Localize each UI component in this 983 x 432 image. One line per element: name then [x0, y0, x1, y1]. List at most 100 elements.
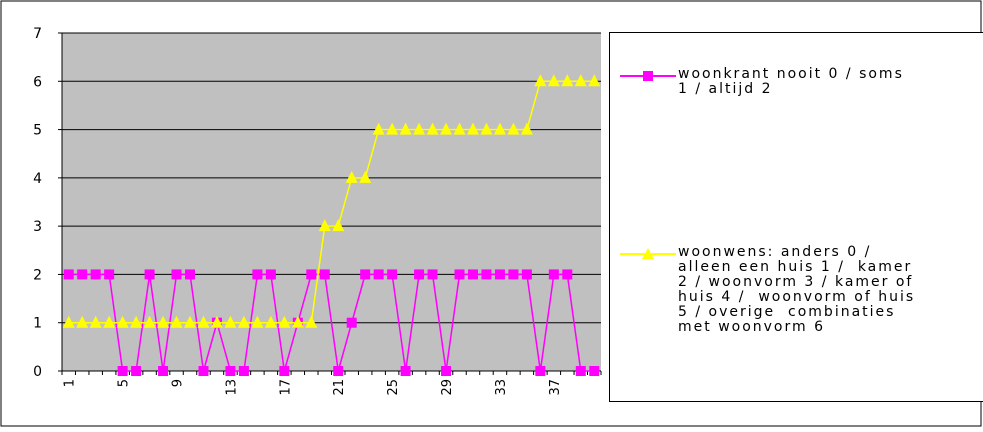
- data-point: [413, 122, 426, 135]
- data-point: [104, 269, 115, 280]
- data-point: [493, 122, 506, 135]
- legend-label-woonwens: woonwens: anders 0 / alleen een huis 1 /…: [678, 244, 916, 335]
- data-point: [399, 122, 412, 135]
- data-point: [76, 315, 89, 328]
- data-point: [507, 122, 520, 135]
- data-point: [62, 315, 75, 328]
- data-point: [332, 219, 345, 232]
- x-tick-label: 5: [117, 379, 132, 387]
- legend-marker-square-icon: [620, 71, 676, 81]
- data-point: [426, 122, 439, 135]
- data-point: [414, 269, 425, 280]
- data-point: [77, 269, 88, 280]
- legend-marker-triangle-icon: [620, 248, 676, 259]
- data-point: [575, 366, 586, 376]
- x-tick-label: 13: [224, 379, 239, 396]
- data-point: [224, 315, 237, 328]
- data-point: [534, 74, 547, 87]
- data-point: [480, 122, 493, 135]
- data-point: [251, 315, 264, 328]
- legend-square: [643, 71, 653, 81]
- series-line: [68, 80, 595, 324]
- data-point: [252, 269, 263, 280]
- y-tick-label: 7: [33, 26, 42, 42]
- data-point: [345, 170, 358, 183]
- x-tick-label: 37: [548, 379, 563, 396]
- data-point: [130, 315, 143, 328]
- data-point: [197, 315, 210, 328]
- data-point: [333, 366, 344, 376]
- data-point: [157, 315, 170, 328]
- data-point: [131, 366, 142, 376]
- data-point: [387, 269, 398, 280]
- data-point: [117, 366, 128, 376]
- plot-background: [62, 33, 601, 371]
- x-tick-label: 1: [63, 379, 78, 387]
- x-tick-label: 25: [386, 379, 401, 396]
- data-point: [453, 122, 466, 135]
- data-point: [373, 269, 384, 280]
- data-point: [318, 219, 331, 232]
- data-point: [346, 317, 357, 328]
- x-tick-label: 17: [278, 379, 293, 396]
- data-point: [89, 315, 102, 328]
- data-point: [319, 269, 330, 280]
- legend-label-woonkrant: woonkrant nooit 0 / soms 1 / altijd 2: [678, 66, 904, 97]
- data-point: [372, 122, 385, 135]
- y-tick-label: 3: [33, 219, 42, 235]
- data-point: [63, 269, 74, 280]
- data-point: [588, 74, 601, 87]
- data-point: [574, 74, 587, 87]
- data-point: [481, 269, 492, 280]
- data-point: [494, 269, 505, 280]
- data-point: [238, 366, 249, 376]
- data-point: [279, 366, 290, 376]
- data-point: [521, 269, 532, 280]
- data-point: [454, 269, 465, 280]
- data-point: [210, 315, 223, 328]
- data-point: [225, 366, 236, 376]
- y-tick-label: 5: [33, 123, 42, 139]
- data-point: [90, 269, 101, 280]
- data-point: [562, 269, 573, 280]
- data-point: [440, 122, 453, 135]
- y-tick-label: 4: [33, 171, 42, 187]
- data-point: [264, 315, 277, 328]
- data-point: [265, 269, 276, 280]
- data-point: [237, 315, 250, 328]
- data-point: [467, 269, 478, 280]
- data-point: [427, 269, 438, 280]
- data-point: [158, 366, 169, 376]
- y-tick-label: 2: [33, 267, 42, 283]
- legend-triangle: [642, 248, 654, 259]
- data-point: [170, 315, 183, 328]
- data-point: [143, 315, 156, 328]
- data-point: [466, 122, 479, 135]
- data-point: [144, 269, 155, 280]
- data-point: [185, 269, 196, 280]
- data-point: [386, 122, 399, 135]
- data-point: [520, 122, 533, 135]
- y-tick-label: 6: [33, 74, 42, 90]
- data-point: [535, 366, 546, 376]
- y-tick-label: 1: [33, 316, 42, 332]
- data-point: [360, 269, 371, 280]
- legend: woonkrant nooit 0 / soms 1 / altijd 2 wo…: [609, 32, 983, 402]
- x-tick-label: 33: [494, 379, 509, 396]
- data-point: [441, 366, 452, 376]
- data-point: [359, 170, 372, 183]
- data-point: [278, 315, 291, 328]
- data-point: [548, 269, 559, 280]
- data-point: [508, 269, 519, 280]
- x-tick-label: 21: [332, 379, 347, 396]
- data-point: [116, 315, 129, 328]
- x-tick-label: 29: [440, 379, 455, 396]
- data-point: [103, 315, 116, 328]
- data-point: [291, 315, 304, 328]
- x-tick-label: 9: [171, 379, 186, 387]
- data-point: [400, 366, 411, 376]
- data-point: [561, 74, 574, 87]
- data-point: [547, 74, 560, 87]
